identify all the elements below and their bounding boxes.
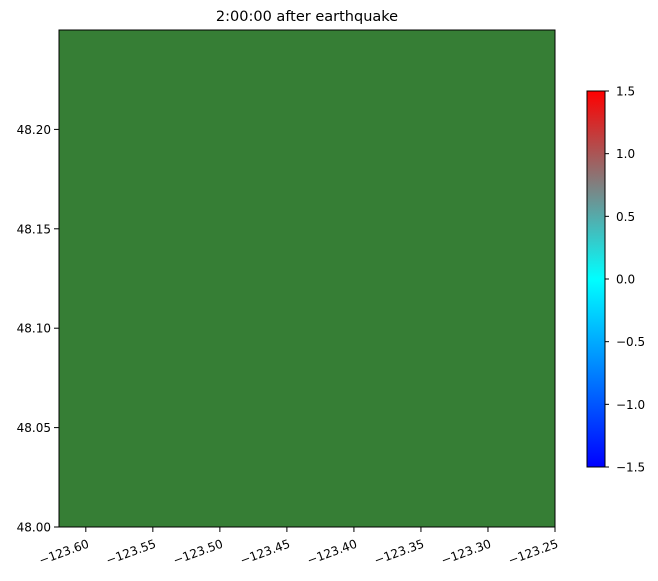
x-tick-label: −123.50 bbox=[171, 537, 225, 568]
y-tick-label: 48.20 bbox=[17, 123, 51, 137]
x-tick-label: −123.60 bbox=[37, 537, 91, 568]
colorbar: −1.5 −1.0 −0.5 0.0 0.5 1.0 1.5 bbox=[586, 85, 645, 475]
plot-area bbox=[58, 29, 556, 528]
colorbar-tick-label: 1.5 bbox=[616, 85, 635, 99]
x-tick-label: −123.35 bbox=[372, 537, 426, 568]
y-tick-label: 48.10 bbox=[17, 322, 51, 336]
y-axis: 48.00 48.05 48.10 48.15 48.20 bbox=[17, 123, 59, 535]
chart-title: 2:00:00 after earthquake bbox=[216, 9, 398, 25]
y-tick-label: 48.05 bbox=[17, 421, 51, 435]
data-field bbox=[59, 30, 555, 527]
plot-frame bbox=[58, 29, 556, 528]
colorbar-tick-label: −1.0 bbox=[616, 398, 645, 412]
x-tick-label: −123.55 bbox=[104, 537, 158, 568]
y-tick-label: 48.00 bbox=[17, 521, 51, 535]
x-tick-label: −123.25 bbox=[506, 537, 560, 568]
colorbar-tick-label: 1.0 bbox=[616, 147, 635, 161]
x-axis: −123.60 −123.55 −123.50 −123.45 −123.40 −123.… bbox=[37, 527, 560, 568]
colorbar-tick-label: 0.5 bbox=[616, 210, 635, 224]
colorbar-tick-label: 0.0 bbox=[616, 273, 635, 287]
colorbar-tick-label: −0.5 bbox=[616, 335, 645, 349]
colorbar-axis: −1.5 −1.0 −0.5 0.0 0.5 1.0 1.5 bbox=[605, 85, 645, 475]
colorbar-tick-label: −1.5 bbox=[616, 461, 645, 475]
x-tick-label: −123.40 bbox=[305, 537, 359, 568]
colorbar-gradient bbox=[587, 91, 605, 467]
x-tick-label: −123.45 bbox=[238, 537, 292, 568]
x-tick-label: −123.30 bbox=[439, 537, 493, 568]
y-tick-label: 48.15 bbox=[17, 222, 51, 236]
